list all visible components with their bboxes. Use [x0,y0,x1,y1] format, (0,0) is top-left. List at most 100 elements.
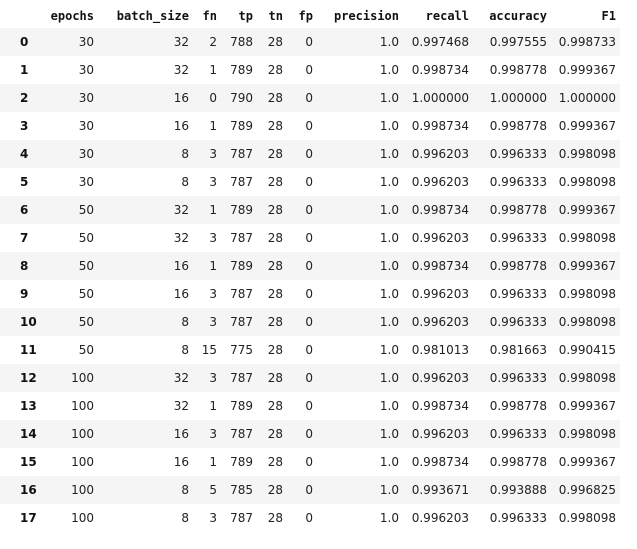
cell-f1: 0.998098 [558,175,616,189]
cell-accuracy: 0.998778 [489,63,547,77]
cell-f1: 0.998098 [558,315,616,329]
cell-fp: 0 [305,91,313,105]
cell-accuracy: 0.998778 [489,203,547,217]
cell-batch-size: 16 [173,259,189,273]
cell-batch-size: 32 [173,35,189,49]
cell-accuracy: 0.996333 [489,371,547,385]
row-index: 5 [20,175,29,189]
cell-epochs: 100 [71,511,94,525]
column-header-fp: fp [298,9,313,23]
table-row: 2 30 16 0 790 28 0 1.0 1.000000 1.000000 1.000000 [0,84,620,112]
cell-tn: 28 [267,455,283,469]
cell-fn: 5 [209,483,217,497]
cell-epochs: 30 [78,63,94,77]
cell-fn: 3 [209,511,217,525]
cell-tp: 789 [230,259,253,273]
cell-fn: 3 [209,315,217,329]
table-row: 4 30 8 3 787 28 0 1.0 0.996203 0.996333 0.998098 [0,140,620,168]
cell-batch-size: 16 [173,91,189,105]
cell-batch-size: 32 [173,231,189,245]
cell-precision: 1.0 [379,63,399,77]
table-row: 8 50 16 1 789 28 0 1.0 0.998734 0.998778 0.999367 [0,252,620,280]
cell-fp: 0 [305,483,313,497]
cell-batch-size: 8 [181,343,189,357]
cell-batch-size: 32 [173,399,189,413]
cell-fn: 1 [209,63,217,77]
cell-tn: 28 [267,203,283,217]
cell-precision: 1.0 [379,399,399,413]
cell-batch-size: 32 [173,371,189,385]
cell-epochs: 50 [78,343,94,357]
cell-epochs: 50 [78,287,94,301]
cell-tn: 28 [267,371,283,385]
cell-accuracy: 0.996333 [489,147,547,161]
cell-epochs: 30 [78,91,94,105]
cell-tp: 787 [230,231,253,245]
cell-fp: 0 [305,455,313,469]
cell-batch-size: 16 [173,287,189,301]
cell-batch-size: 16 [173,119,189,133]
cell-precision: 1.0 [379,343,399,357]
cell-tp: 789 [230,63,253,77]
cell-batch-size: 16 [173,455,189,469]
cell-precision: 1.0 [379,371,399,385]
cell-precision: 1.0 [379,203,399,217]
cell-tn: 28 [267,91,283,105]
cell-epochs: 50 [78,231,94,245]
cell-tn: 28 [267,63,283,77]
cell-fp: 0 [305,231,313,245]
cell-fn: 2 [209,35,217,49]
table-row: 5 30 8 3 787 28 0 1.0 0.996203 0.996333 0.998098 [0,168,620,196]
cell-fp: 0 [305,343,313,357]
table-row: 3 30 16 1 789 28 0 1.0 0.998734 0.998778 0.999367 [0,112,620,140]
cell-fp: 0 [305,399,313,413]
cell-epochs: 100 [71,427,94,441]
table-row: 7 50 32 3 787 28 0 1.0 0.996203 0.996333 0.998098 [0,224,620,252]
cell-f1: 0.999367 [558,63,616,77]
table-row: 9 50 16 3 787 28 0 1.0 0.996203 0.996333 0.998098 [0,280,620,308]
table-row: 17 100 8 3 787 28 0 1.0 0.996203 0.996333 0.998098 [0,504,620,532]
row-index: 16 [20,483,37,497]
cell-fp: 0 [305,427,313,441]
cell-tn: 28 [267,427,283,441]
cell-epochs: 100 [71,371,94,385]
table-row: 1 30 32 1 789 28 0 1.0 0.998734 0.998778 0.999367 [0,56,620,84]
cell-fn: 15 [201,343,217,357]
column-header-epochs: epochs [50,9,94,23]
row-index: 14 [20,427,37,441]
cell-fp: 0 [305,371,313,385]
cell-fp: 0 [305,287,313,301]
cell-recall: 0.998734 [411,203,469,217]
cell-tn: 28 [267,399,283,413]
cell-recall: 0.998734 [411,455,469,469]
cell-f1: 1.000000 [558,91,616,105]
cell-f1: 0.998098 [558,147,616,161]
cell-epochs: 50 [78,315,94,329]
cell-accuracy: 0.998778 [489,259,547,273]
cell-recall: 0.993671 [411,483,469,497]
column-header-accuracy: accuracy [489,9,547,23]
cell-fp: 0 [305,35,313,49]
cell-fp: 0 [305,259,313,273]
row-index: 2 [20,91,29,105]
cell-tp: 788 [230,35,253,49]
cell-accuracy: 0.996333 [489,315,547,329]
cell-recall: 0.998734 [411,63,469,77]
cell-recall: 0.998734 [411,119,469,133]
cell-precision: 1.0 [379,287,399,301]
cell-fn: 0 [209,91,217,105]
cell-precision: 1.0 [379,175,399,189]
table-body: 0 30 32 2 788 28 0 1.0 0.997468 0.997555 0.998733 1… [0,28,620,532]
cell-batch-size: 8 [181,483,189,497]
cell-accuracy: 0.996333 [489,287,547,301]
cell-tn: 28 [267,231,283,245]
column-header-recall: recall [425,9,469,23]
cell-precision: 1.0 [379,231,399,245]
cell-accuracy: 1.000000 [489,91,547,105]
column-header-f1: F1 [601,9,616,23]
index-header [0,4,46,28]
cell-fp: 0 [305,147,313,161]
cell-fn: 3 [209,231,217,245]
cell-tp: 787 [230,147,253,161]
cell-epochs: 30 [78,119,94,133]
